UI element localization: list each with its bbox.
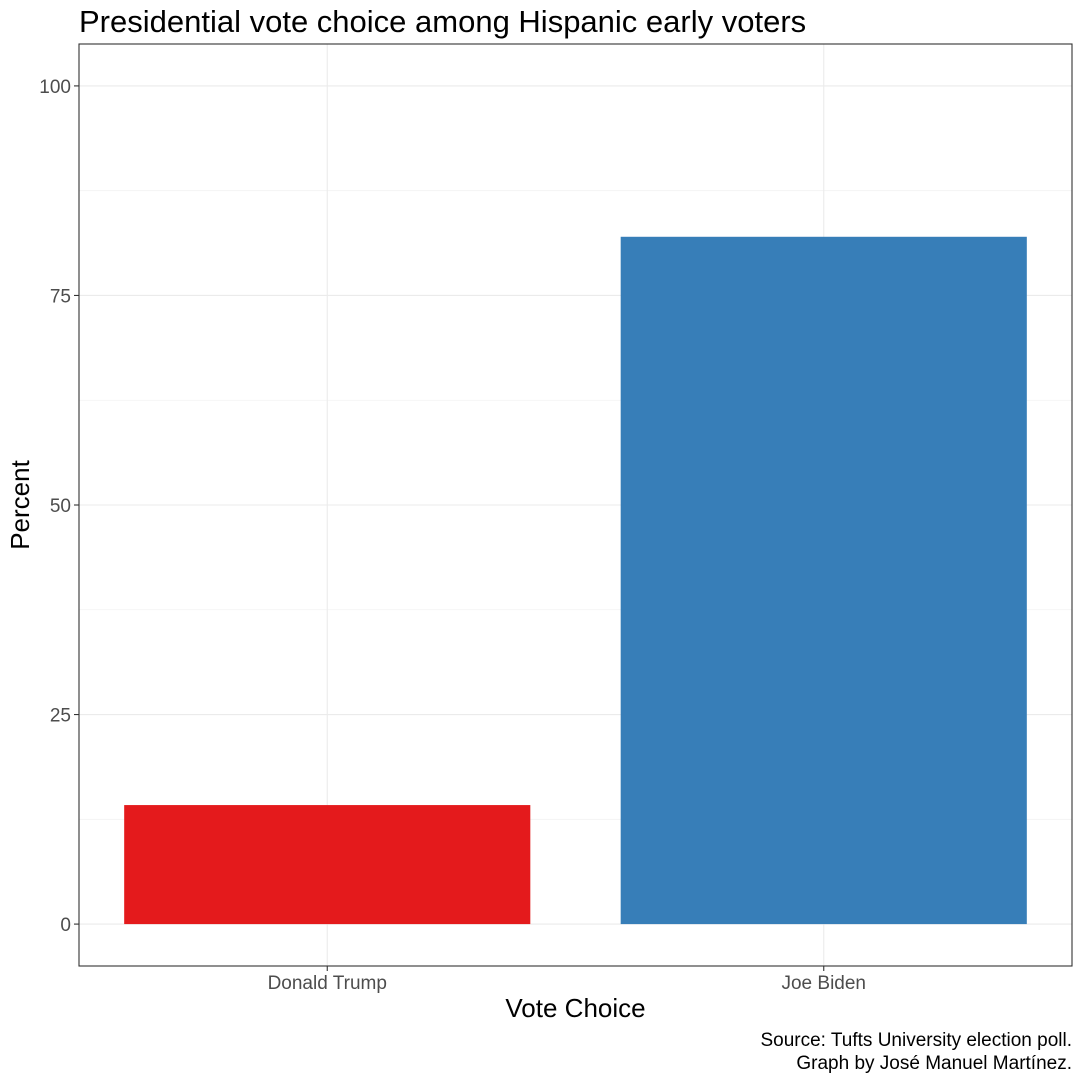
caption-credit: Graph by José Manuel Martínez. [796, 1053, 1072, 1074]
x-tick-label: Joe Biden [781, 973, 866, 994]
y-tick-label: 0 [60, 915, 71, 936]
caption-source: Source: Tufts University election poll. [760, 1030, 1072, 1051]
chart-title: Presidential vote choice among Hispanic … [79, 4, 806, 39]
x-tick-label: Donald Trump [268, 973, 387, 994]
bars [124, 236, 1027, 925]
y-axis-title: Percent [5, 459, 35, 549]
y-tick-label: 100 [39, 77, 71, 98]
y-tick-label: 50 [50, 496, 71, 517]
axis-ticks: 0 25 50 75 100 Donald Trump Joe Biden [39, 77, 866, 994]
y-tick-label: 25 [50, 706, 71, 727]
y-tick-label: 75 [50, 286, 71, 307]
bar-donald-trump [124, 805, 531, 925]
x-axis-title: Vote Choice [505, 993, 645, 1023]
bar-joe-biden [620, 236, 1027, 925]
